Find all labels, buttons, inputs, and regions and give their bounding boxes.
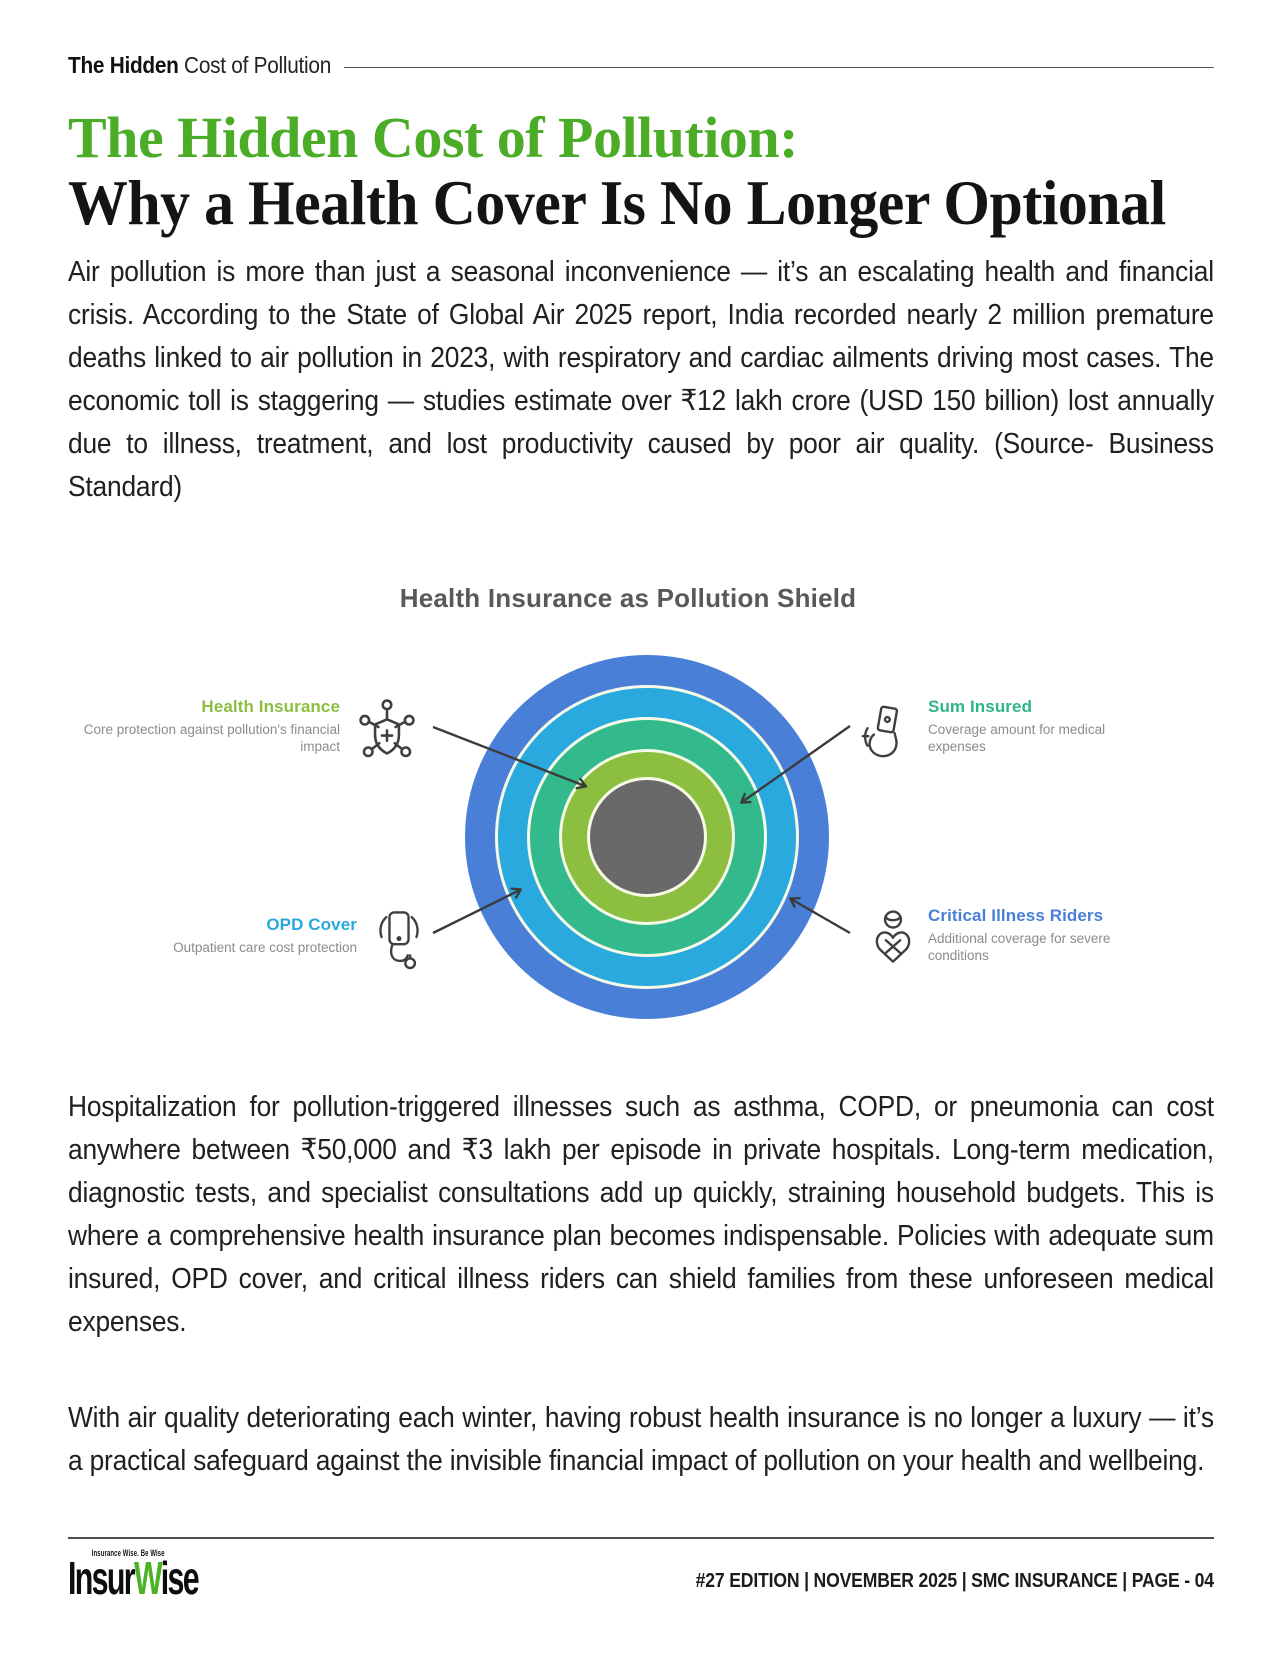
callout-health-insurance: Health Insurance Core protection against…	[78, 697, 340, 755]
callout-sum-insured-desc: Coverage amount for medical expenses	[928, 722, 1106, 754]
patient-heart-icon	[866, 905, 920, 982]
callout-critical-illness-desc: Additional coverage for severe condition…	[928, 931, 1111, 963]
logo-accent-letter: W	[133, 1552, 162, 1604]
edition-page-info: #27 EDITION | NOVEMBER 2025 | SMC INSURA…	[695, 1570, 1214, 1592]
callout-opd-cover-desc: Outpatient care cost protection	[173, 940, 357, 955]
callout-health-insurance-desc: Core protection against pollution's fina…	[83, 722, 340, 754]
header-brand-bold: The Hidden	[68, 52, 179, 78]
article-title-line2: Why a Health Cover Is No Longer Optional	[68, 168, 1166, 238]
arrow-health-insurance	[432, 725, 585, 786]
ring-center	[590, 780, 704, 894]
intro-paragraph: Air pollution is more than just a season…	[68, 256, 1214, 503]
callout-sum-insured: Sum Insured Coverage amount for medical …	[928, 697, 1143, 755]
logo-tagline: Insurance Wise. Be Wise	[91, 1548, 165, 1558]
logo-prefix: Insur	[68, 1552, 136, 1604]
stethoscope-phone-icon	[372, 905, 426, 982]
arrow-sum-insured	[742, 725, 851, 802]
hospitalization-paragraph: Hospitalization for pollution-triggered …	[68, 1091, 1214, 1338]
diagram-title: Health Insurance as Pollution Shield	[399, 583, 857, 613]
callout-sum-insured-heading: Sum Insured	[928, 697, 1033, 716]
arrow-opd-cover	[432, 890, 520, 935]
page-header-row: The Hidden Cost of Pollution	[68, 52, 1214, 79]
logo-wordmark: InsurWise	[68, 1555, 200, 1601]
callout-critical-illness: Critical Illness Riders Additional cover…	[928, 906, 1148, 964]
money-hand-icon	[858, 697, 912, 774]
callout-opd-cover-heading: OPD Cover	[266, 915, 357, 934]
shield-network-icon	[358, 695, 416, 776]
header-rule	[343, 67, 1214, 68]
concentric-rings-graphic	[432, 655, 851, 1019]
article-title-line1: The Hidden Cost of Pollution:	[68, 105, 798, 170]
insurwise-logo: Insurance Wise. Be Wise InsurWise	[68, 1548, 200, 1602]
arrow-critical-illness	[791, 899, 851, 935]
callout-critical-illness-heading: Critical Illness Riders	[928, 906, 1104, 925]
callout-health-insurance-heading: Health Insurance	[201, 697, 340, 716]
closing-paragraph: With air quality deteriorating each wint…	[68, 1402, 1214, 1477]
header-brand-rest: Cost of Pollution	[184, 52, 332, 78]
callout-opd-cover: OPD Cover Outpatient care cost protectio…	[68, 915, 357, 956]
pollution-shield-diagram: Health Insurance as Pollution Shield Hea…	[0, 545, 1282, 1025]
footer-rule	[68, 1537, 1214, 1539]
logo-suffix: ise	[160, 1552, 200, 1604]
